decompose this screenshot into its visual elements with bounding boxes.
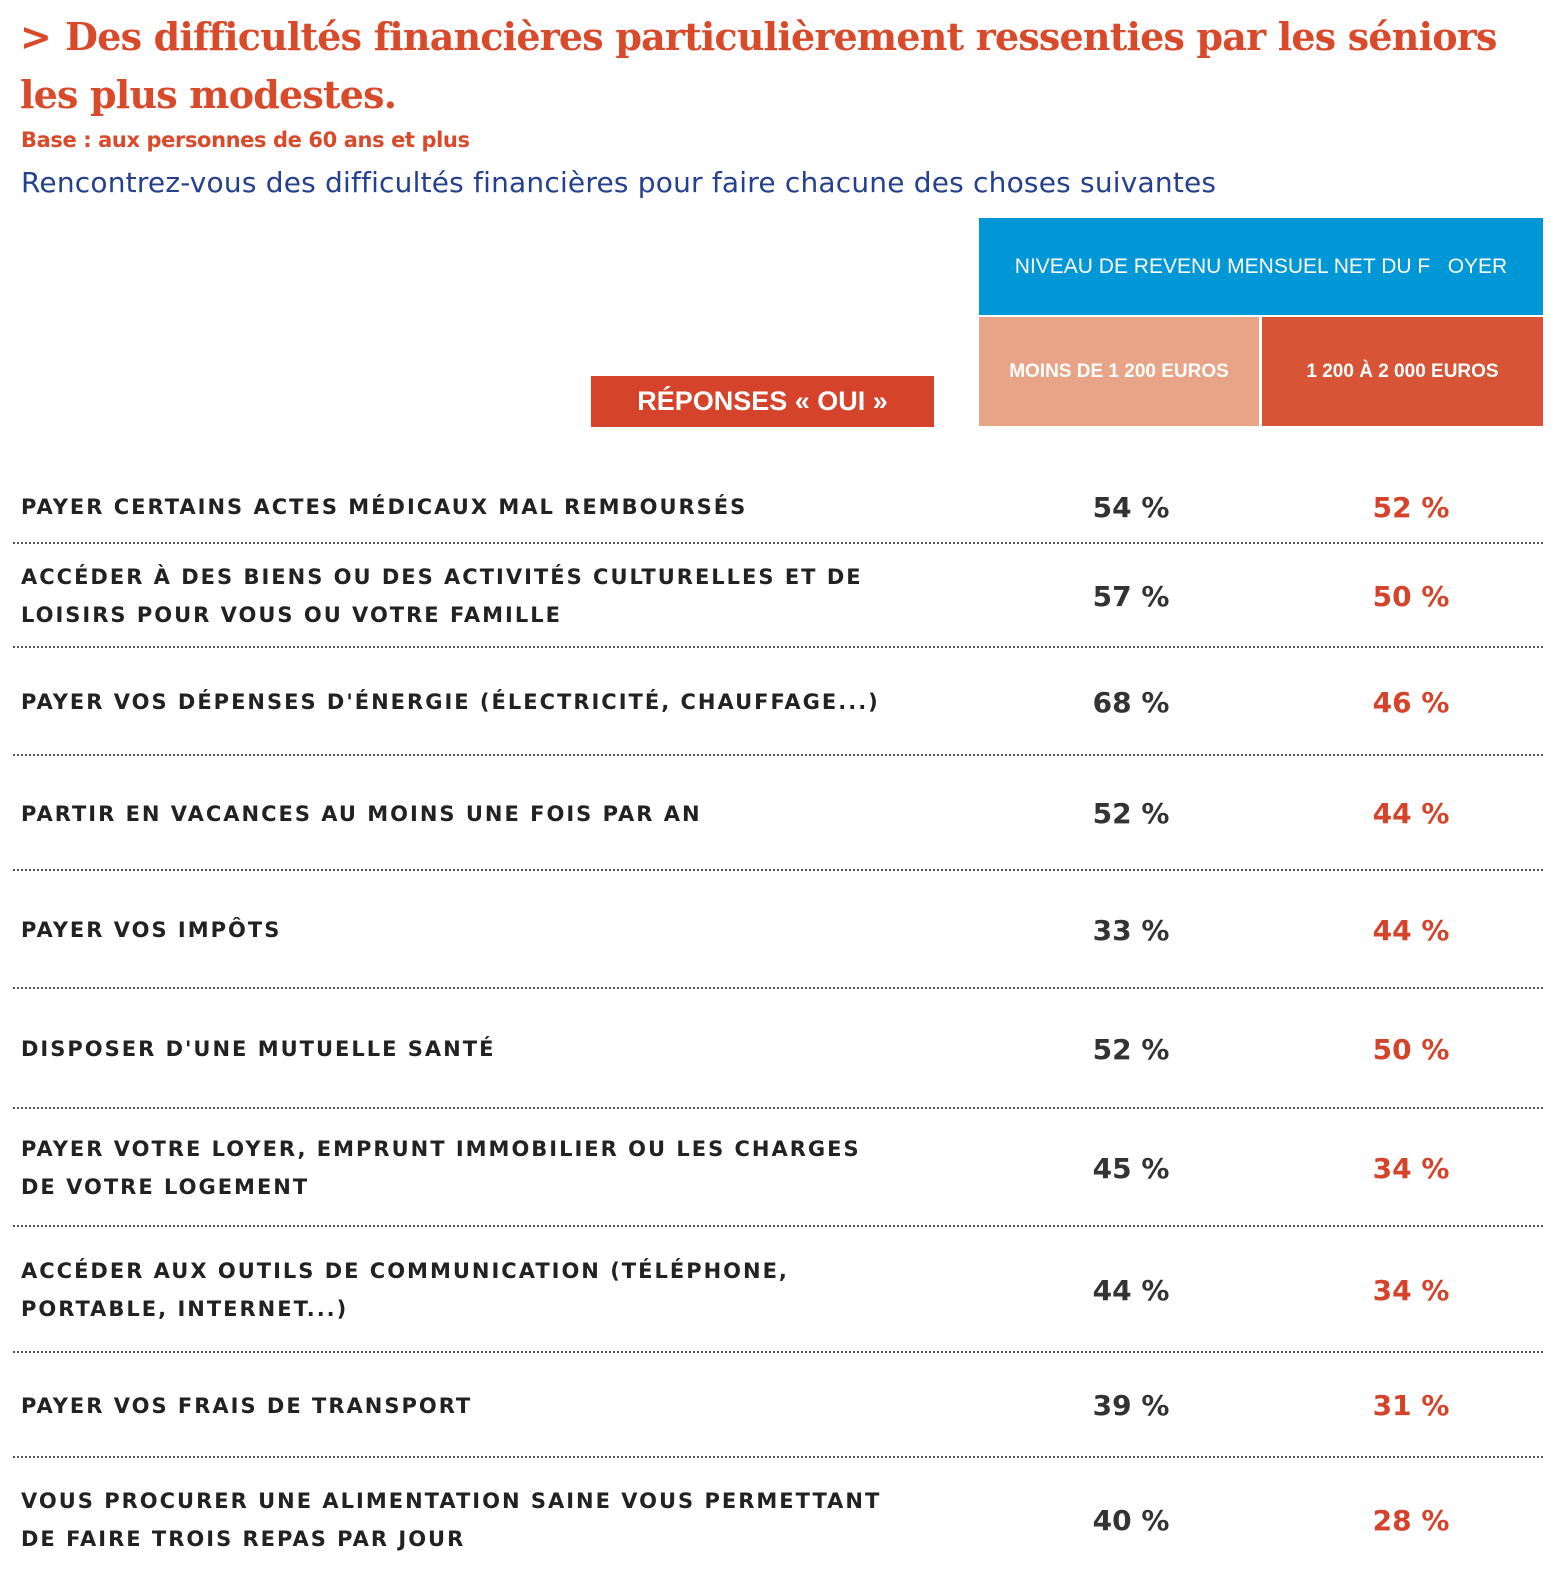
row-label: disposer d'une mutuelle santé [21, 1037, 496, 1061]
row-label: payer vos dépenses d'énergie (électricit… [21, 690, 880, 714]
value-low-income: 33 % [1092, 913, 1170, 947]
value-low-income: 54 % [1092, 490, 1170, 524]
value-mid-income: 44 % [1372, 913, 1450, 947]
value-mid-income: 31 % [1372, 1389, 1450, 1422]
value-low-income: 52 % [1092, 1032, 1170, 1066]
table-row: partir en vacances au moins une fois par… [13, 756, 1543, 871]
row-label: payer votre loyer, emprunt immobilier ou… [21, 1137, 861, 1199]
table-row: payer vos frais de transport 39 % 31 % [13, 1353, 1543, 1458]
value-mid-income: 50 % [1372, 1032, 1450, 1066]
table-row: payer vos dépenses d'énergie (électricit… [13, 648, 1543, 756]
row-divider [13, 754, 1543, 756]
value-mid-income: 50 % [1372, 579, 1450, 613]
income-group-header: NIVEAU DE REVENU MENSUEL NET DU F OYER [979, 218, 1543, 315]
chart-base-note: Base : aux personnes de 60 ans et plus [21, 128, 470, 152]
row-label: payer certains actes médicaux mal rembou… [21, 495, 748, 519]
column-header-low-income: MOINS DE 1 200 EUROS [979, 317, 1259, 426]
table-row: accéder à des biens ou des activités cul… [13, 544, 1543, 648]
row-label: accéder aux outils de communication (tél… [21, 1259, 789, 1321]
value-low-income: 39 % [1092, 1389, 1170, 1422]
value-low-income: 52 % [1092, 797, 1170, 830]
value-low-income: 68 % [1092, 685, 1170, 719]
row-divider [13, 646, 1543, 648]
row-label: payer vos frais de transport [21, 1393, 473, 1418]
row-label: payer vos impôts [21, 918, 282, 942]
value-mid-income: 34 % [1372, 1151, 1450, 1185]
value-mid-income: 44 % [1372, 797, 1450, 830]
column-header-mid-income: 1 200 À 2 000 EUROS [1262, 317, 1543, 426]
row-label: accéder à des biens ou des activités cul… [21, 565, 863, 627]
row-label: vous procurer une alimentation saine vou… [21, 1489, 882, 1551]
value-mid-income: 46 % [1372, 685, 1450, 719]
value-low-income: 57 % [1092, 579, 1170, 613]
value-mid-income: 28 % [1372, 1503, 1450, 1537]
chart-question: Rencontrez-vous des difficultés financiè… [21, 166, 1217, 199]
row-divider [13, 987, 1543, 989]
value-low-income: 40 % [1092, 1503, 1170, 1537]
chevron-right-icon: > [20, 15, 52, 59]
value-low-income: 45 % [1092, 1151, 1170, 1185]
responses-oui-label: RÉPONSES « OUI » [591, 376, 934, 427]
row-divider [13, 1351, 1543, 1353]
table-row: payer votre loyer, emprunt immobilier ou… [13, 1109, 1543, 1227]
table-row: payer vos impôts 33 % 44 % [13, 871, 1543, 989]
row-divider [13, 1456, 1543, 1458]
value-mid-income: 52 % [1372, 490, 1450, 524]
chart-title-text: Des difficultés financières particulière… [20, 14, 1497, 117]
value-mid-income: 34 % [1372, 1273, 1450, 1307]
table-row: payer certains actes médicaux mal rembou… [13, 470, 1543, 544]
row-divider [13, 869, 1543, 871]
table-row: vous procurer une alimentation saine vou… [13, 1458, 1543, 1582]
value-low-income: 44 % [1092, 1273, 1170, 1307]
row-label: partir en vacances au moins une fois par… [21, 801, 702, 826]
chart-title: > Des difficultés financières particulièr… [20, 8, 1500, 124]
table-row: accéder aux outils de communication (tél… [13, 1227, 1543, 1353]
row-divider [13, 1107, 1543, 1109]
row-divider [13, 1225, 1543, 1227]
row-divider [13, 542, 1543, 544]
table-row: disposer d'une mutuelle santé 52 % 50 % [13, 989, 1543, 1109]
